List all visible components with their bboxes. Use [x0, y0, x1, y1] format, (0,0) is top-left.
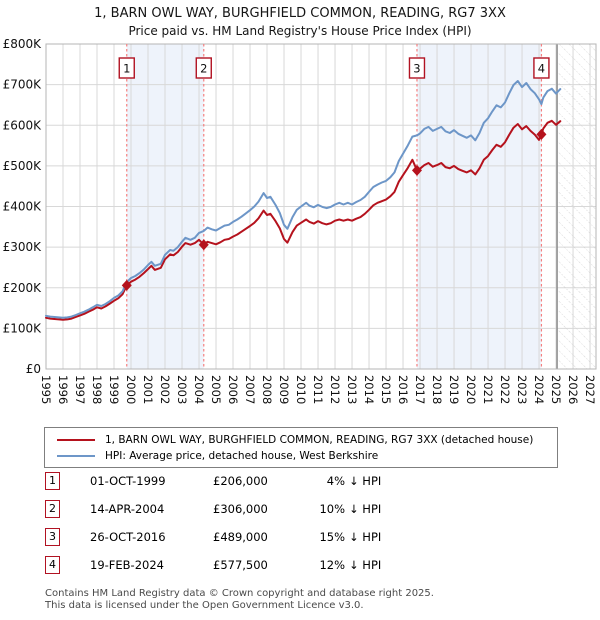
sale-date: 01-OCT-1999	[90, 474, 166, 488]
y-axis-tick-label: £500K	[3, 159, 43, 173]
x-axis-tick-label: 1995	[39, 375, 53, 404]
table-row: 3 26-OCT-2016 £489,000 15% ↓ HPI	[45, 528, 565, 548]
x-axis-tick-label: 2027	[583, 375, 597, 404]
hpi-delta-suffix: ↓ HPI	[349, 530, 382, 544]
row-number-badge: 1	[45, 472, 60, 490]
page-title: 1, BARN OWL WAY, BURGHFIELD COMMON, READ…	[94, 6, 506, 21]
x-axis-tick-label: 2018	[430, 375, 444, 404]
sale-date: 19-FEB-2024	[90, 558, 164, 572]
chart-legend: 1, BARN OWL WAY, BURGHFIELD COMMON, READ…	[44, 427, 558, 468]
x-axis-tick-label: 2012	[328, 375, 342, 404]
x-axis-tick-label: 2010	[294, 375, 308, 404]
sale-marker-box-1	[118, 57, 135, 79]
table-row: 4 19-FEB-2024 £577,500 12% ↓ HPI	[45, 556, 565, 576]
price-chart-svg: 1 2 3 4 £0 £100K £200K £300K £400K £500K £600K £700…	[3, 37, 597, 404]
y-axis-tick-label: £0	[26, 362, 41, 376]
hpi-delta-suffix: ↓ HPI	[349, 502, 382, 516]
hpi-average-line	[45, 80, 562, 319]
y-axis-tick-label: £400K	[3, 200, 43, 214]
sale-marker-diamond-3	[411, 164, 422, 176]
x-axis-tick-label: 2024	[532, 375, 546, 404]
x-axis-tick-label: 1999	[107, 375, 121, 404]
x-axis-tick-label: 2022	[498, 375, 512, 404]
x-axis-tick-label: 2000	[124, 375, 138, 404]
sale-marker-box-4	[533, 57, 550, 79]
x-axis-tick-label: 2013	[345, 375, 359, 404]
sale-price: £206,000	[213, 474, 268, 488]
sale-marker-diamond-2	[198, 239, 209, 251]
y-axis-tick-label: £800K	[3, 37, 43, 51]
sale-marker-diamond-4	[536, 128, 547, 140]
sale-marker-label-1: 1	[123, 62, 130, 76]
x-axis-tick-label: 2011	[311, 375, 325, 404]
x-axis-tick-label: 2004	[192, 375, 206, 404]
x-axis-tick-label: 1996	[56, 375, 70, 404]
legend-label-property: 1, BARN OWL WAY, BURGHFIELD COMMON, READ…	[105, 434, 534, 446]
sale-date: 26-OCT-2016	[90, 530, 166, 544]
x-axis-tick-label: 2014	[362, 375, 376, 404]
hpi-delta-pct: 15%	[319, 530, 345, 544]
row-number-badge: 2	[45, 500, 60, 518]
x-axis-tick-label: 2019	[447, 375, 461, 404]
sale-marker-label-3: 3	[413, 62, 420, 76]
hpi-line-swatch	[57, 455, 95, 457]
page-subtitle: Price paid vs. HM Land Registry's House …	[128, 24, 472, 38]
property-price-line	[45, 119, 562, 321]
row-number-badge: 3	[45, 528, 60, 546]
x-axis-tick-label: 2017	[413, 375, 427, 404]
x-axis-tick-label: 2025	[549, 375, 563, 404]
x-axis-tick-label: 2003	[175, 375, 189, 404]
x-axis-tick-label: 2016	[396, 375, 410, 404]
x-axis-tick-label: 2001	[141, 375, 155, 404]
legend-label-hpi: HPI: Average price, detached house, West…	[105, 450, 379, 462]
sale-marker-label-2: 2	[200, 62, 207, 76]
sale-marker-label-4: 4	[538, 62, 545, 76]
sale-marker-diamond-1	[121, 279, 132, 291]
x-axis-tick-label: 2015	[379, 375, 393, 404]
legend-item-property: 1, BARN OWL WAY, BURGHFIELD COMMON, READ…	[45, 432, 557, 448]
x-axis-tick-label: 2023	[515, 375, 529, 404]
y-axis-tick-label: £100K	[3, 321, 43, 335]
x-axis-tick-label: 2020	[464, 375, 478, 404]
sale-marker-box-2	[195, 57, 212, 79]
sale-date: 14-APR-2004	[90, 502, 165, 516]
row-number-badge: 4	[45, 556, 60, 574]
y-axis-tick-label: £600K	[3, 118, 43, 132]
y-axis-tick-label: £300K	[3, 240, 43, 254]
x-axis-tick-label: 2026	[566, 375, 580, 404]
x-axis-tick-label: 1998	[90, 375, 104, 404]
sale-marker-box-3	[408, 57, 426, 79]
x-axis-tick-label: 2005	[209, 375, 223, 404]
x-axis-tick-label: 1997	[73, 375, 87, 404]
x-axis-tick-label: 2009	[277, 375, 291, 404]
footer-line-2: This data is licensed under the Open Gov…	[45, 599, 364, 611]
hpi-delta-pct: 10%	[319, 502, 345, 516]
price-chart: 1 2 3 4 £0 £100K £200K £300K £400K £500K £600K £700…	[3, 37, 597, 404]
sale-price: £306,000	[213, 502, 268, 516]
y-axis-tick-label: £700K	[3, 78, 43, 92]
x-axis-tick-label: 2007	[243, 375, 257, 404]
sale-price: £577,500	[213, 558, 268, 572]
plot-border	[45, 43, 597, 370]
property-line-swatch	[57, 439, 95, 441]
hpi-delta-pct: 4%	[326, 474, 345, 488]
sale-price: £489,000	[213, 530, 268, 544]
future-hatch-region	[557, 44, 596, 369]
hpi-delta-pct: 12%	[319, 558, 345, 572]
table-row: 2 14-APR-2004 £306,000 10% ↓ HPI	[45, 500, 565, 520]
hpi-delta-suffix: ↓ HPI	[349, 474, 382, 488]
x-axis-tick-label: 2002	[158, 375, 172, 404]
footer-line-1: Contains HM Land Registry data © Crown c…	[45, 588, 434, 599]
y-axis-tick-label: £200K	[3, 281, 43, 295]
table-row: 1 01-OCT-1999 £206,000 4% ↓ HPI	[45, 472, 565, 492]
legend-item-hpi: HPI: Average price, detached house, West…	[45, 448, 557, 464]
copyright-footer: Contains HM Land Registry data © Crown c…	[45, 588, 585, 611]
x-axis-tick-label: 2008	[260, 375, 274, 404]
x-axis-tick-label: 2021	[481, 375, 495, 404]
x-axis-tick-label: 2006	[226, 375, 240, 404]
hpi-delta-suffix: ↓ HPI	[349, 558, 382, 572]
